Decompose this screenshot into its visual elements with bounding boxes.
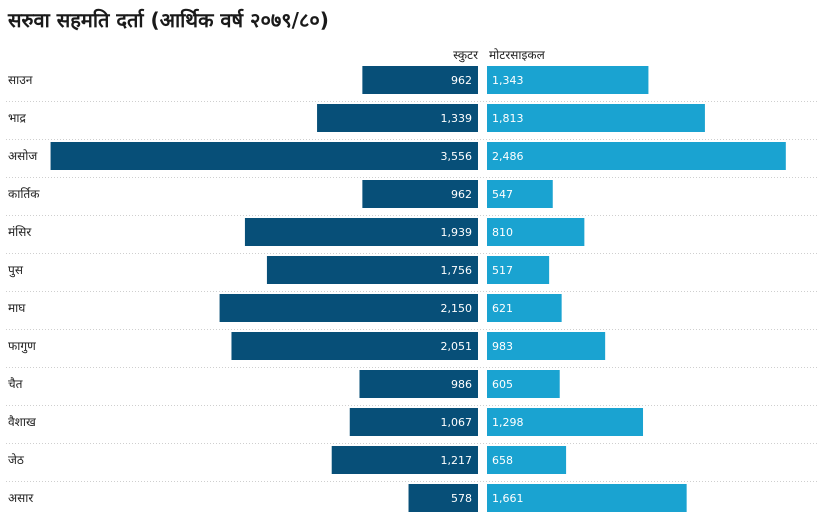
- motorcycle-value-label: 605: [492, 378, 513, 391]
- motorcycle-bar: [487, 142, 786, 170]
- category-label: चैत: [8, 377, 24, 391]
- scooter-value-label: 2,150: [441, 302, 473, 315]
- scooter-bar: [266, 256, 478, 284]
- category-label: साउन: [8, 73, 33, 87]
- motorcycle-bar: [487, 332, 606, 360]
- motorcycle-bar: [487, 370, 560, 398]
- motorcycle-value-label: 1,813: [492, 112, 524, 125]
- category-label: भाद्र: [8, 111, 27, 125]
- category-label: वैशाख: [8, 415, 36, 429]
- category-label: मंसिर: [8, 225, 32, 239]
- scooter-bar: [331, 446, 478, 474]
- motorcycle-value-label: 2,486: [492, 150, 524, 163]
- scooter-bar: [349, 408, 478, 436]
- scooter-value-label: 3,556: [441, 150, 473, 163]
- category-label: पुस: [8, 263, 24, 278]
- motorcycle-value-label: 983: [492, 340, 513, 353]
- scooter-value-label: 962: [451, 74, 472, 87]
- scooter-value-label: 1,339: [441, 112, 473, 125]
- category-label: जेठ: [8, 453, 25, 467]
- scooter-bar: [408, 484, 478, 512]
- motorcycle-value-label: 658: [492, 454, 513, 467]
- motorcycle-bar: [487, 294, 562, 322]
- scooter-value-label: 1,939: [441, 226, 473, 239]
- scooter-value-label: 578: [451, 492, 472, 505]
- motorcycle-bar: [487, 104, 705, 132]
- motorcycle-column-header: मोटरसाइकल: [489, 48, 545, 62]
- category-label: असोज: [8, 149, 38, 163]
- scooter-bar: [50, 142, 479, 170]
- scooter-bar: [244, 218, 478, 246]
- category-label: असार: [8, 491, 34, 505]
- scooter-value-label: 1,217: [441, 454, 473, 467]
- scooter-column-header: स्कुटर: [453, 48, 478, 62]
- scooter-bar: [219, 294, 478, 322]
- scooter-bar: [317, 104, 478, 132]
- scooter-value-label: 1,756: [441, 264, 473, 277]
- scooter-value-label: 986: [451, 378, 472, 391]
- scooter-bar: [362, 180, 478, 208]
- motorcycle-value-label: 1,661: [492, 492, 524, 505]
- motorcycle-bar: [487, 218, 585, 246]
- motorcycle-bar: [487, 66, 649, 94]
- motorcycle-value-label: 517: [492, 264, 513, 277]
- category-label: फागुण: [8, 339, 36, 354]
- chart-title: सरुवा सहमति दर्ता (आर्थिक वर्ष २०७९/८०): [8, 8, 329, 32]
- scooter-value-label: 1,067: [441, 416, 473, 429]
- motorcycle-bar: [487, 256, 550, 284]
- motorcycle-bar: [487, 180, 553, 208]
- scooter-bar: [231, 332, 478, 360]
- category-label: माघ: [8, 301, 26, 315]
- category-label: कार्तिक: [8, 187, 40, 201]
- scooter-bar: [362, 66, 478, 94]
- motorcycle-bar: [487, 446, 567, 474]
- scooter-bar: [359, 370, 478, 398]
- motorcycle-value-label: 621: [492, 302, 513, 315]
- motorcycle-bar: [487, 484, 687, 512]
- scooter-value-label: 2,051: [441, 340, 473, 353]
- motorcycle-value-label: 1,343: [492, 74, 524, 87]
- motorcycle-value-label: 1,298: [492, 416, 524, 429]
- motorcycle-bar: [487, 408, 644, 436]
- motorcycle-value-label: 810: [492, 226, 513, 239]
- motorcycle-value-label: 547: [492, 188, 513, 201]
- scooter-value-label: 962: [451, 188, 472, 201]
